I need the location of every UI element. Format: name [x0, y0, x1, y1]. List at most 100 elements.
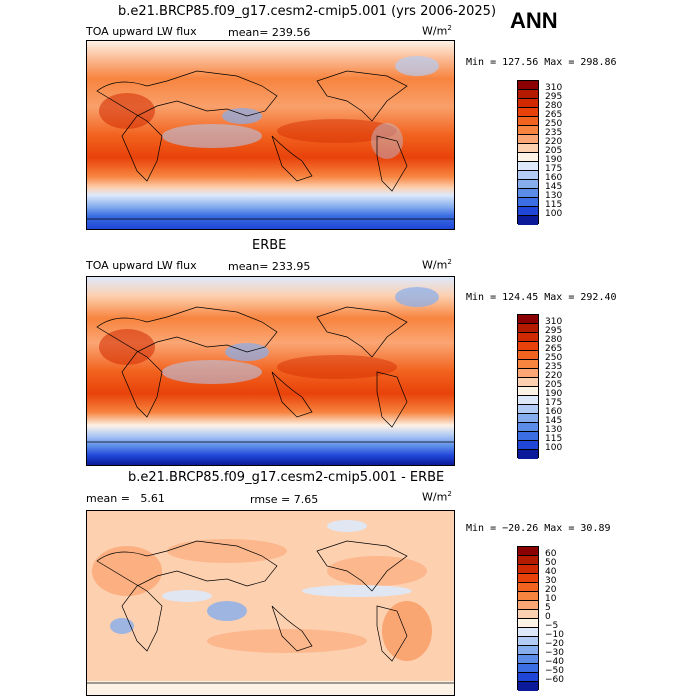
colorbar-swatch — [518, 216, 538, 225]
colorbar-tick-label: −40 — [545, 657, 564, 667]
panel-2-mean: mean= 233.95 — [228, 260, 311, 273]
colorbar-tick-label: 250 — [545, 353, 563, 363]
colorbar-tick-label: 220 — [545, 137, 563, 147]
colorbar-swatch — [518, 450, 538, 459]
colorbar-swatch — [518, 592, 538, 601]
colorbar-tick-label: 100 — [545, 443, 563, 453]
colorbar-tick-label: 30 — [545, 576, 557, 586]
colorbar-swatch — [518, 99, 538, 108]
colorbar-swatch — [518, 126, 538, 135]
colorbar-swatch — [518, 153, 538, 162]
colorbar-tick-label: 20 — [545, 585, 557, 595]
colorbar-swatch — [518, 405, 538, 414]
panel-1-colorbar — [517, 80, 539, 225]
colorbar-tick-label: 175 — [545, 164, 563, 174]
colorbar-tick-label: 115 — [545, 434, 563, 444]
panel-2-units: W/m2 — [422, 258, 452, 272]
colorbar-tick-label: −60 — [545, 675, 564, 685]
panel-3-minmax: Min = −20.26 Max = 30.89 — [466, 523, 611, 534]
colorbar-tick-label: 205 — [545, 380, 563, 390]
colorbar-swatch — [518, 315, 538, 324]
colorbar-swatch — [518, 333, 538, 342]
panel-2-minmax: Min = 124.45 Max = 292.40 — [466, 292, 617, 303]
colorbar-swatch — [518, 396, 538, 405]
colorbar-swatch — [518, 441, 538, 450]
colorbar-swatch — [518, 351, 538, 360]
panel-1-mean: mean= 239.56 — [228, 26, 311, 39]
colorbar-swatch — [518, 664, 538, 673]
colorbar-tick-label: 145 — [545, 182, 563, 192]
colorbar-tick-label: 10 — [545, 594, 557, 604]
colorbar-tick-label: 190 — [545, 389, 563, 399]
colorbar-tick-label: 115 — [545, 200, 563, 210]
colorbar-tick-label: 250 — [545, 119, 563, 129]
colorbar-tick-label: 310 — [545, 83, 563, 93]
colorbar-tick-label: 175 — [545, 398, 563, 408]
colorbar-swatch — [518, 565, 538, 574]
panel-1-title: b.e21.BRCP85.f09_g17.cesm2-cmip5.001 (yr… — [118, 4, 497, 19]
colorbar-tick-label: 130 — [545, 191, 563, 201]
colorbar-tick-label: 295 — [545, 326, 563, 336]
colorbar-tick-label: 5 — [545, 603, 551, 613]
colorbar-tick-label: 160 — [545, 173, 563, 183]
panel-1-variable-label: TOA upward LW flux — [86, 25, 197, 38]
colorbar-tick-label: 160 — [545, 407, 563, 417]
colorbar-tick-label: 205 — [545, 146, 563, 156]
colorbar-swatch — [518, 574, 538, 583]
colorbar-swatch — [518, 324, 538, 333]
colorbar-swatch — [518, 414, 538, 423]
colorbar-tick-label: 50 — [545, 558, 557, 568]
colorbar-swatch — [518, 682, 538, 691]
colorbar-swatch — [518, 162, 538, 171]
panel-3-units: W/m2 — [422, 490, 452, 504]
colorbar-tick-label: 280 — [545, 335, 563, 345]
colorbar-swatch — [518, 547, 538, 556]
panel-1-units: W/m2 — [422, 24, 452, 38]
colorbar-swatch — [518, 117, 538, 126]
panel-3-map — [86, 510, 455, 696]
colorbar-swatch — [518, 369, 538, 378]
panel-1-map — [86, 40, 455, 230]
panel-2-map — [86, 276, 455, 466]
colorbar-tick-label: 40 — [545, 567, 557, 577]
colorbar-swatch — [518, 556, 538, 565]
colorbar-swatch — [518, 655, 538, 664]
panel-1-minmax: Min = 127.56 Max = 298.86 — [466, 57, 617, 68]
colorbar-swatch — [518, 628, 538, 637]
colorbar-tick-label: 295 — [545, 92, 563, 102]
panel-2-title: ERBE — [252, 238, 287, 253]
colorbar-tick-label: 0 — [545, 612, 551, 622]
colorbar-swatch — [518, 673, 538, 682]
panel-3-title: b.e21.BRCP85.f09_g17.cesm2-cmip5.001 - E… — [128, 470, 445, 485]
panel-3-rmse: rmse = 7.65 — [250, 493, 319, 506]
panel-2-colorbar — [517, 314, 539, 459]
colorbar-swatch — [518, 198, 538, 207]
colorbar-swatch — [518, 180, 538, 189]
season-label: ANN — [510, 8, 558, 33]
colorbar-swatch — [518, 189, 538, 198]
panel-3-mean: mean = 5.61 — [86, 492, 165, 505]
colorbar-tick-label: 265 — [545, 344, 563, 354]
colorbar-swatch — [518, 583, 538, 592]
colorbar-swatch — [518, 619, 538, 628]
colorbar-tick-label: 190 — [545, 155, 563, 165]
colorbar-swatch — [518, 423, 538, 432]
colorbar-tick-label: −10 — [545, 630, 564, 640]
colorbar-swatch — [518, 207, 538, 216]
colorbar-tick-label: −30 — [545, 648, 564, 658]
colorbar-tick-label: 235 — [545, 128, 563, 138]
colorbar-swatch — [518, 601, 538, 610]
panel-3-colorbar — [517, 546, 539, 691]
panel-2-variable-label: TOA upward LW flux — [86, 259, 197, 272]
colorbar-tick-label: 265 — [545, 110, 563, 120]
colorbar-tick-label: 310 — [545, 317, 563, 327]
colorbar-swatch — [518, 108, 538, 117]
colorbar-tick-label: −50 — [545, 666, 564, 676]
colorbar-swatch — [518, 378, 538, 387]
colorbar-tick-label: −20 — [545, 639, 564, 649]
colorbar-swatch — [518, 637, 538, 646]
colorbar-tick-label: 235 — [545, 362, 563, 372]
colorbar-swatch — [518, 646, 538, 655]
colorbar-tick-label: 145 — [545, 416, 563, 426]
colorbar-swatch — [518, 135, 538, 144]
